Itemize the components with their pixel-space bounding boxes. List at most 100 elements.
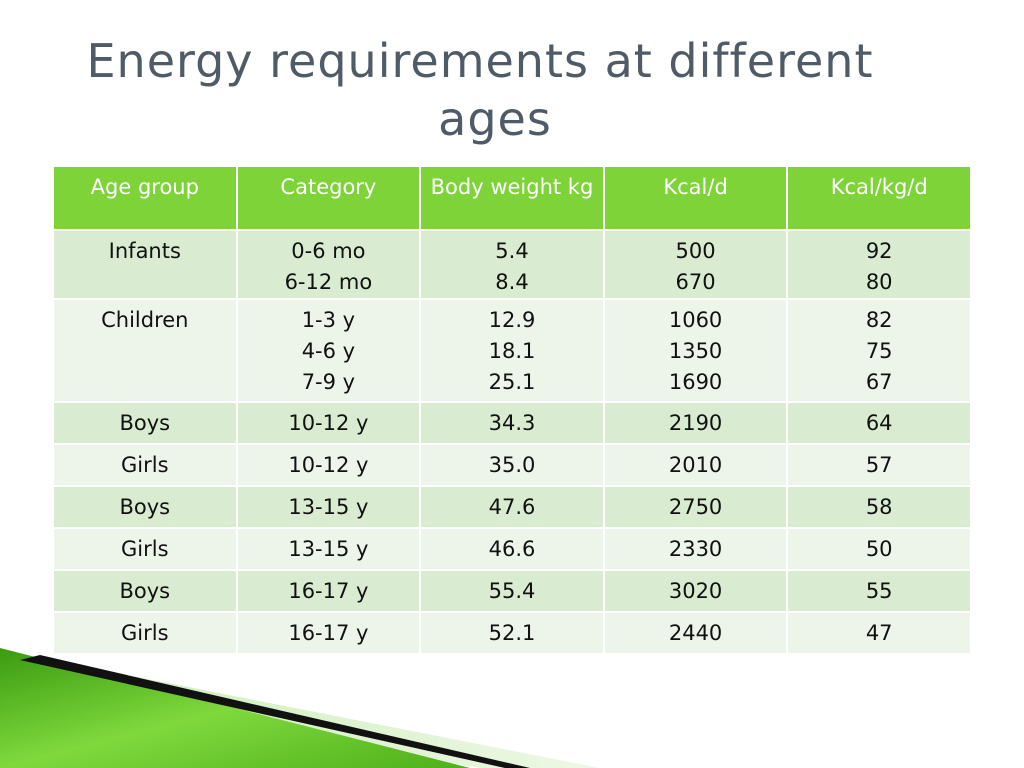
cell-category: 13-15 y: [235, 527, 422, 571]
cell-age-group: Boys: [52, 569, 238, 613]
table-body: Infants 0-6 mo 6-12 mo 5.4 8.4 500 670 92 80 Chil…: [52, 229, 972, 655]
cell-body-weight: 52.1: [419, 611, 605, 655]
cell-kcal-per-kg-per-day-line: 57: [865, 453, 893, 477]
header-body-weight: Body weight kg: [419, 165, 605, 231]
cell-kcal-per-day-line: 2330: [668, 537, 723, 561]
cell-kcal-per-day-line: 2190: [668, 411, 723, 435]
cell-kcal-per-day: 3020: [602, 569, 789, 613]
header-kcal-per-kg-per-day: Kcal/kg/d: [786, 165, 972, 231]
cell-category: 13-15 y: [235, 485, 422, 529]
cell-age-group: Children: [52, 298, 238, 403]
cell-body-weight: 5.4 8.4: [419, 229, 605, 300]
cell-kcal-per-kg-per-day-line: 58: [865, 495, 893, 519]
cell-kcal-per-kg-per-day-line: 67: [865, 370, 893, 394]
cell-category: 0-6 mo 6-12 mo: [235, 229, 422, 300]
cell-kcal-per-day-line: 670: [675, 270, 716, 294]
cell-body-weight: 47.6: [419, 485, 605, 529]
cell-body-weight: 55.4: [419, 569, 605, 613]
cell-kcal-per-kg-per-day: 55: [786, 569, 972, 613]
cell-kcal-per-kg-per-day: 50: [786, 527, 972, 571]
table-row: Boys 13-15 y 47.6 2750 58: [52, 485, 972, 529]
cell-body-weight-line: 25.1: [488, 370, 536, 394]
cell-kcal-per-day-line: 2010: [668, 453, 723, 477]
cell-age-group: Girls: [52, 527, 238, 571]
header-kcal-per-day: Kcal/d: [602, 165, 789, 231]
cell-kcal-per-kg-per-day-line: 55: [865, 579, 893, 603]
cell-category: 16-17 y: [235, 569, 422, 613]
cell-kcal-per-kg-per-day-line: 47: [865, 621, 893, 645]
cell-kcal-per-kg-per-day: 58: [786, 485, 972, 529]
cell-category-line: 6-12 mo: [284, 270, 373, 294]
cell-kcal-per-day: 2190: [602, 401, 789, 445]
cell-kcal-per-kg-per-day-line: 75: [865, 339, 893, 363]
cell-kcal-per-day-line: 500: [675, 239, 716, 263]
table-row: Girls 16-17 y 52.1 2440 47: [52, 611, 972, 655]
cell-kcal-per-kg-per-day-line: 50: [865, 537, 893, 561]
cell-category-line: 1-3 y: [301, 308, 356, 332]
cell-age-group: Girls: [52, 611, 238, 655]
deco-green-wedge: [0, 648, 470, 768]
deco-light-band: [0, 650, 600, 768]
cell-age-group: Boys: [52, 401, 238, 445]
cell-category: 16-17 y: [235, 611, 422, 655]
cell-body-weight-line: 46.6: [488, 537, 536, 561]
cell-body-weight-line: 18.1: [488, 339, 536, 363]
table-row: Boys 16-17 y 55.4 3020 55: [52, 569, 972, 613]
header-category: Category: [235, 165, 422, 231]
cell-kcal-per-day: 500 670: [602, 229, 789, 300]
cell-body-weight-line: 55.4: [488, 579, 536, 603]
cell-category-line: 10-12 y: [288, 411, 369, 435]
cell-kcal-per-day-line: 2440: [668, 621, 723, 645]
cell-body-weight-line: 52.1: [488, 621, 536, 645]
cell-category-line: 16-17 y: [288, 621, 369, 645]
cell-kcal-per-day-line: 1060: [668, 308, 723, 332]
cell-category-line: 13-15 y: [288, 495, 369, 519]
slide-title-line1: Energy requirements at different: [86, 34, 874, 88]
cell-kcal-per-kg-per-day: 82 75 67: [786, 298, 972, 403]
cell-kcal-per-day: 2440: [602, 611, 789, 655]
cell-category: 1-3 y 4-6 y 7-9 y: [235, 298, 422, 403]
cell-kcal-per-day: 2330: [602, 527, 789, 571]
cell-age-group: Girls: [52, 443, 238, 487]
cell-kcal-per-kg-per-day: 64: [786, 401, 972, 445]
cell-kcal-per-day-line: 2750: [668, 495, 723, 519]
cell-kcal-per-day-line: 1690: [668, 370, 723, 394]
deco-black-stripe: [20, 655, 530, 768]
cell-age-group: Infants: [52, 229, 238, 300]
table-row: Infants 0-6 mo 6-12 mo 5.4 8.4 500 670 92 80: [52, 229, 972, 300]
energy-requirements-table: Age group Category Body weight kg Kcal/d…: [52, 165, 972, 655]
cell-body-weight-line: 35.0: [488, 453, 536, 477]
cell-body-weight-line: 34.3: [488, 411, 536, 435]
table-header-row: Age group Category Body weight kg Kcal/d…: [52, 165, 972, 231]
table-row: Boys 10-12 y 34.3 2190 64: [52, 401, 972, 445]
cell-body-weight-line: 12.9: [488, 308, 536, 332]
table-row: Girls 10-12 y 35.0 2010 57: [52, 443, 972, 487]
cell-age-group: Boys: [52, 485, 238, 529]
cell-kcal-per-day: 1060 1350 1690: [602, 298, 789, 403]
cell-body-weight: 46.6: [419, 527, 605, 571]
cell-category-line: 16-17 y: [288, 579, 369, 603]
cell-body-weight: 34.3: [419, 401, 605, 445]
cell-kcal-per-day: 2010: [602, 443, 789, 487]
cell-body-weight-line: 47.6: [488, 495, 536, 519]
cell-category-line: 13-15 y: [288, 537, 369, 561]
cell-category-line: 10-12 y: [288, 453, 369, 477]
slide-title: Energy requirements at different ages: [40, 32, 920, 148]
cell-kcal-per-kg-per-day-line: 64: [865, 411, 893, 435]
cell-category: 10-12 y: [235, 401, 422, 445]
cell-body-weight-line: 5.4: [495, 239, 529, 263]
header-age-group: Age group: [52, 165, 238, 231]
cell-kcal-per-day: 2750: [602, 485, 789, 529]
slide-title-line2: ages: [438, 92, 552, 146]
table-row: Girls 13-15 y 46.6 2330 50: [52, 527, 972, 571]
cell-kcal-per-kg-per-day: 47: [786, 611, 972, 655]
cell-kcal-per-kg-per-day: 57: [786, 443, 972, 487]
cell-kcal-per-kg-per-day-line: 80: [865, 270, 893, 294]
cell-category-line: 7-9 y: [301, 370, 356, 394]
table-row: Children 1-3 y 4-6 y 7-9 y 12.9 18.1 25.1 1060 1…: [52, 298, 972, 403]
cell-kcal-per-kg-per-day-line: 82: [865, 308, 893, 332]
cell-category: 10-12 y: [235, 443, 422, 487]
cell-kcal-per-day-line: 3020: [668, 579, 723, 603]
cell-kcal-per-day-line: 1350: [668, 339, 723, 363]
cell-kcal-per-kg-per-day-line: 92: [865, 239, 893, 263]
